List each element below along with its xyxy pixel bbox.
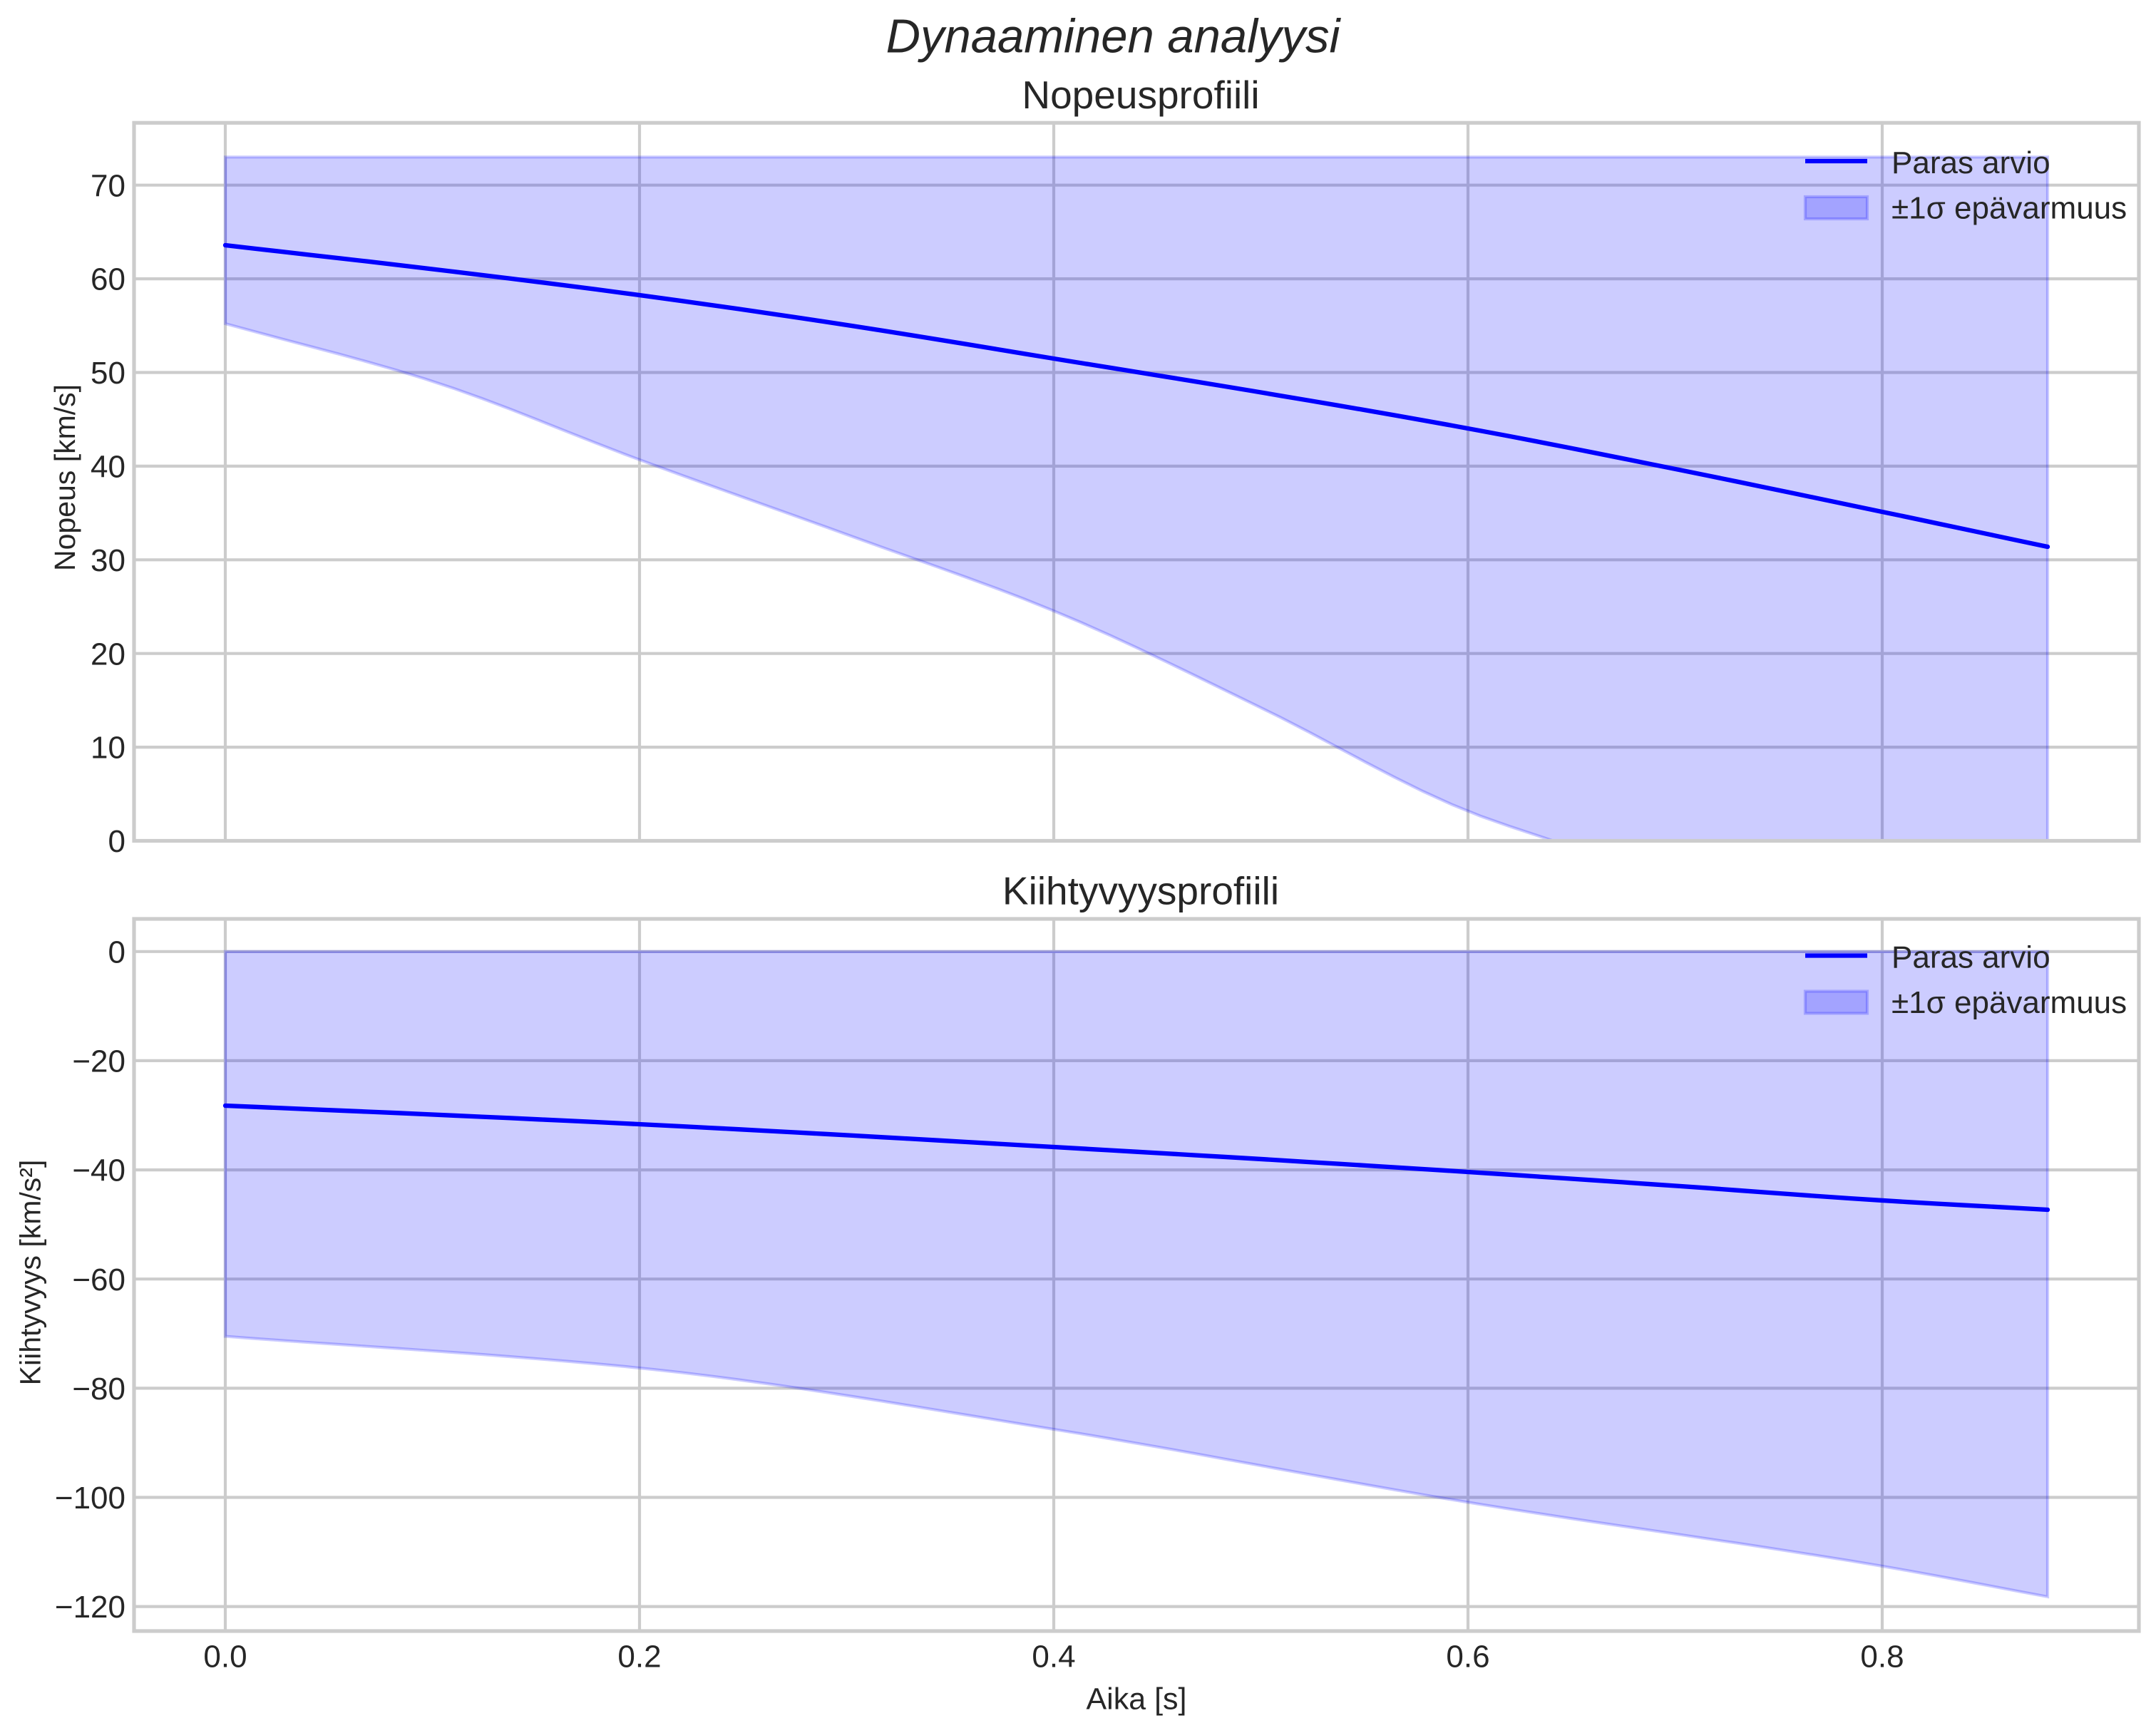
svg-text:Kiihtyvyys [km/s²]: Kiihtyvyys [km/s²] (14, 1160, 47, 1386)
svg-text:Aika [s]: Aika [s] (1087, 1682, 1187, 1717)
svg-text:20: 20 (91, 637, 125, 672)
svg-text:50: 50 (91, 356, 125, 391)
svg-text:Paras arvio: Paras arvio (1891, 940, 2050, 975)
svg-text:Dynaaminen analyysi: Dynaaminen analyysi (886, 10, 1342, 63)
svg-text:0.0: 0.0 (203, 1640, 247, 1675)
svg-text:±1σ epävarmuus: ±1σ epävarmuus (1891, 191, 2127, 226)
svg-text:10: 10 (91, 731, 125, 766)
svg-text:Nopeusprofiili: Nopeusprofiili (1022, 73, 1259, 117)
svg-text:−120: −120 (55, 1590, 125, 1625)
svg-text:0.6: 0.6 (1446, 1640, 1489, 1675)
svg-text:0.8: 0.8 (1860, 1640, 1904, 1675)
svg-text:−40: −40 (72, 1153, 125, 1188)
svg-text:0: 0 (108, 824, 125, 859)
svg-text:70: 70 (91, 168, 125, 203)
svg-text:Kiihtyvyysprofiili: Kiihtyvyysprofiili (1002, 869, 1279, 913)
svg-text:0: 0 (108, 935, 125, 970)
svg-text:±1σ epävarmuus: ±1σ epävarmuus (1891, 985, 2127, 1020)
svg-text:30: 30 (91, 543, 125, 578)
svg-text:0.4: 0.4 (1032, 1640, 1075, 1675)
svg-text:−100: −100 (55, 1481, 125, 1516)
svg-text:Paras arvio: Paras arvio (1891, 145, 2050, 180)
svg-text:40: 40 (91, 450, 125, 485)
svg-text:60: 60 (91, 262, 125, 297)
svg-text:Nopeus [km/s]: Nopeus [km/s] (48, 384, 81, 571)
svg-text:−60: −60 (72, 1262, 125, 1297)
svg-text:−20: −20 (72, 1044, 125, 1079)
svg-text:−80: −80 (72, 1372, 125, 1406)
svg-text:0.2: 0.2 (617, 1640, 661, 1675)
